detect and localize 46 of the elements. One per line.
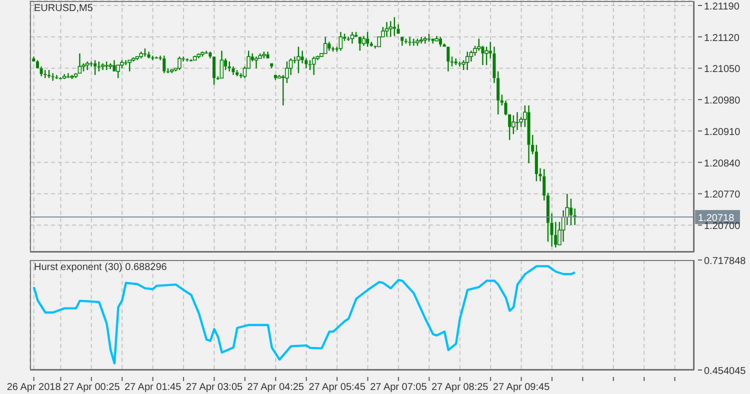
candlestick <box>384 21 389 38</box>
candlestick <box>40 66 43 77</box>
candlestick <box>304 58 308 69</box>
y-tick-label: 0.454045 <box>704 366 746 377</box>
x-tick-label: 27 Apr 03:05 <box>186 382 244 393</box>
chart-title: Hurst exponent (30) 0.688296 <box>34 262 167 273</box>
x-tick-label: 27 Apr 07:05 <box>370 382 428 393</box>
y-tick-label: 1.20910 <box>704 126 741 138</box>
x-tick-label: 27 Apr 00:25 <box>63 382 120 393</box>
chart-title: EURUSD,M5 <box>34 3 93 14</box>
candlestick <box>147 51 150 59</box>
x-tick-label: 26 Apr 2018 <box>6 382 62 393</box>
candlestick <box>51 72 54 82</box>
candlestick <box>338 31 343 52</box>
candlestick <box>408 36 412 46</box>
candlestick <box>90 60 93 68</box>
y-tick-label: 1.20840 <box>704 158 741 170</box>
candlestick <box>328 41 331 52</box>
candlestick <box>254 56 258 69</box>
candlestick <box>458 60 462 68</box>
x-tick-label: 27 Apr 05:45 <box>308 382 366 393</box>
y-tick-label: 1.21120 <box>704 32 740 44</box>
y-tick-label: 1.20770 <box>704 190 741 201</box>
y-tick-label: 1.20980 <box>704 96 741 107</box>
x-tick-label: 27 Apr 01:45 <box>124 382 182 393</box>
candlestick <box>55 74 58 80</box>
candlestick <box>454 58 458 66</box>
x-tick-label: 27 Apr 09:45 <box>492 382 550 393</box>
candlestick <box>300 50 304 64</box>
candlestick <box>296 46 300 74</box>
candlestick <box>527 104 530 164</box>
y-tick-label: 1.21190 <box>704 1 740 12</box>
candlestick <box>232 66 235 76</box>
candlestick <box>350 31 354 44</box>
candlestick <box>44 69 47 79</box>
candlestick <box>516 112 519 131</box>
x-tick-label: 27 Apr 04:25 <box>247 382 304 393</box>
candlestick <box>312 56 316 76</box>
candlestick <box>186 58 189 62</box>
y-tick-label: 1.21050 <box>704 64 741 76</box>
candlestick <box>419 36 424 44</box>
x-tick-label: 27 Apr 08:25 <box>432 382 489 393</box>
candlestick <box>288 58 293 76</box>
y-tick-label: 0.717848 <box>704 256 746 267</box>
candlestick <box>236 69 239 77</box>
y-tick-label: 1.20700 <box>704 221 741 232</box>
